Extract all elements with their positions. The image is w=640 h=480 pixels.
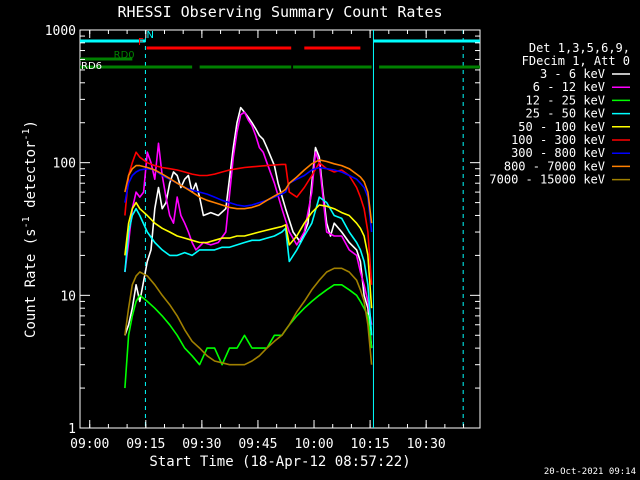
- plot-area: [79, 29, 481, 429]
- x-tick-label: 09:30: [182, 437, 221, 452]
- legend-entry: 3 - 6 keV: [540, 67, 605, 81]
- legend-header-line: FDecim 1, Att 0: [522, 54, 630, 68]
- series-line: [124, 284, 373, 389]
- y-axis-label-part: detector: [23, 141, 39, 217]
- y-tick-label: 100: [53, 157, 76, 172]
- flag-bar-label: RD6: [81, 61, 102, 72]
- vertical-lines: [144, 30, 464, 428]
- y-tick-label: 1: [68, 422, 76, 437]
- y-axis-label-part: Count Rate (s: [23, 228, 39, 338]
- flag-bar-label: F: [138, 37, 144, 48]
- x-tick-label: 10:15: [351, 437, 390, 452]
- legend-entry: 100 - 300 keV: [511, 133, 605, 147]
- y-axis-label-part: ): [23, 120, 39, 128]
- flag-bar-label: N: [147, 30, 154, 41]
- x-tick-label: 09:45: [238, 437, 277, 452]
- footer-timestamp: 20-Oct-2021 09:14: [544, 467, 636, 477]
- y-axis: 1 10 100 1000: [45, 24, 480, 437]
- legend-entry: 7000 - 15000 keV: [489, 173, 605, 187]
- x-axis-label: Start Time (18-Apr-12 08:57:22): [149, 454, 410, 470]
- legend-entry: 800 - 7000 keV: [504, 159, 605, 173]
- x-tick-label: 09:15: [126, 437, 165, 452]
- x-tick-label: 09:00: [70, 437, 109, 452]
- series-line: [124, 111, 373, 325]
- legend-entry: 12 - 25 keV: [526, 93, 605, 107]
- flag-bar-label: RD0: [114, 50, 135, 61]
- chart-title: RHESSI Observing Summary Count Rates: [117, 3, 442, 21]
- series-line: [124, 159, 373, 224]
- legend-entry: 50 - 100 keV: [518, 120, 605, 134]
- series-line: [124, 267, 373, 366]
- series-line: [124, 106, 373, 349]
- series-line: [124, 201, 373, 309]
- x-axis: 09:00 09:15 09:30 09:45 10:00 10:15 10:30: [70, 30, 465, 452]
- legend-entry: 6 - 12 keV: [533, 80, 605, 94]
- y-axis-label-sup: -1: [21, 128, 32, 140]
- legend-entry: 300 - 800 keV: [511, 146, 605, 160]
- plot-frame: [79, 29, 481, 429]
- series-layer: [124, 106, 373, 389]
- series-line: [124, 196, 373, 336]
- legend-header-line: Det 1,3,5,6,9,: [529, 41, 630, 55]
- y-tick-label: 10: [60, 289, 76, 304]
- y-axis-label-sup: -1: [21, 216, 32, 228]
- legend: Det 1,3,5,6,9, FDecim 1, Att 0 3 - 6 keV…: [489, 41, 630, 187]
- legend-entry: 25 - 50 keV: [526, 107, 605, 121]
- x-tick-label: 10:00: [294, 437, 333, 452]
- x-tick-label: 10:30: [407, 437, 446, 452]
- y-tick-label: 1000: [45, 24, 76, 39]
- y-axis-label: Count Rate (s-1 detector-1): [21, 120, 39, 338]
